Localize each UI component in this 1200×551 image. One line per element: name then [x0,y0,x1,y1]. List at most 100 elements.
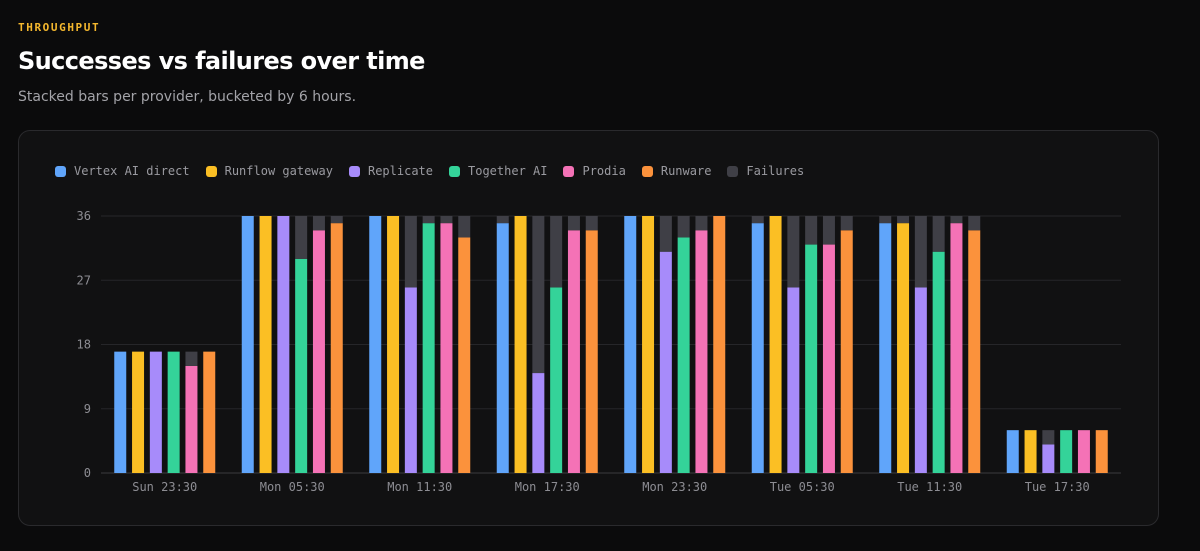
bar-success [259,216,272,473]
bar-success [312,230,325,473]
bar-failure [659,216,672,252]
x-tick-label: Mon 17:30 [515,480,580,494]
y-tick-label: 18 [77,338,91,352]
bar-failure [312,216,325,231]
bar-success [440,223,453,473]
x-tick-label: Mon 23:30 [642,480,707,494]
bar-chart: 0 9 18 27 36 Sun 23:30 Mon 05:30 Mon 11:30 Mon … [77,209,1121,494]
legend-swatch [449,165,460,177]
bar-failure [968,216,981,231]
bar-failure [840,216,853,231]
y-tick-label: 36 [77,209,91,223]
bar-success [114,351,127,473]
bar-success [968,230,981,473]
legend-label: Together AI [468,164,548,178]
x-tick-label: Tue 17:30 [1025,480,1090,494]
bar-success [950,223,963,473]
bar-success [295,258,308,473]
legend-item-runflow[interactable]: Runflow gateway [205,164,333,178]
bar-success [1024,430,1037,473]
page-title: Successes vs failures over time [18,47,425,75]
bar-success [713,216,726,473]
bar-success [914,287,927,473]
x-tick-label: Tue 05:30 [770,480,835,494]
bar-success [677,237,690,473]
bar-success [422,223,435,473]
legend-item-runware[interactable]: Runware [641,164,712,178]
section-eyebrow: THROUGHPUT [18,21,101,34]
x-tick-label: Sun 23:30 [132,480,197,494]
bar-success [769,216,782,473]
bar-success [805,244,818,473]
bar-success [167,351,180,473]
bar-success [897,223,910,473]
x-tick-label: Mon 11:30 [387,480,452,494]
bar-success [550,287,563,473]
bar-failure [404,216,417,288]
legend-swatch [641,165,653,177]
bar-success [185,365,198,473]
y-tick-label: 9 [84,402,91,416]
bar-failure [932,216,945,252]
chart-card: Vertex AI direct Runflow gateway Replica… [18,130,1159,526]
bar-success [277,216,290,473]
legend-item-together[interactable]: Together AI [449,164,547,178]
legend-swatch [727,165,739,177]
bar-success [932,251,945,473]
grid-lines [101,215,1121,474]
bar-failure [532,216,545,374]
bar-failure [330,216,343,224]
y-axis-ticks: 0 9 18 27 36 [77,209,91,480]
bar-failure [567,216,580,231]
bar-success [642,216,655,473]
legend-swatch [55,165,66,177]
bar-success [585,230,598,473]
bars [114,216,1108,473]
bar-failure [585,216,598,231]
bar-success [1006,430,1019,473]
bar-success [132,351,145,473]
bar-failure [295,216,308,259]
bar-failure [914,216,927,288]
bar-success [369,216,382,473]
bar-failure [496,216,509,224]
bar-success [879,223,892,473]
bar-success [822,244,835,473]
bar-failure [422,216,435,224]
bar-success [532,373,545,473]
bar-success [203,351,216,473]
legend-swatch [205,165,217,177]
bar-failure [458,216,471,238]
legend-swatch [348,165,360,177]
page-subtitle: Stacked bars per provider, bucketed by 6… [18,89,357,105]
legend-label: Runflow gateway [224,164,333,178]
x-axis-ticks: Sun 23:30 Mon 05:30 Mon 11:30 Mon 17:30 Mon … [132,480,1090,494]
bar-success [787,287,800,473]
bar-failure [440,216,453,224]
legend-label: Prodia [582,164,626,178]
legend-item-vertex[interactable]: Vertex AI direct [55,164,190,178]
legend-item-replicate[interactable]: Replicate [348,164,433,178]
bar-success [840,230,853,473]
legend-item-prodia[interactable]: Prodia [563,164,626,178]
bar-failure [805,216,818,245]
legend-swatch [563,165,575,177]
bar-failure [695,216,708,231]
bar-failure [897,216,910,224]
bar-success [330,223,343,473]
bar-success [149,351,162,473]
legend-label: Runware [660,164,712,178]
bar-success [1042,444,1055,473]
bar-success [241,216,254,473]
bar-failure [677,216,690,238]
legend-item-failures[interactable]: Failures [727,164,804,178]
bar-success [404,287,417,473]
bar-failure [1042,430,1055,445]
legend-label: Vertex AI direct [74,164,190,178]
bar-success [514,216,527,473]
y-tick-label: 27 [77,273,91,287]
bar-success [567,230,580,473]
x-tick-label: Mon 05:30 [260,480,325,494]
bar-failure [879,216,892,224]
bar-failure [550,216,563,288]
